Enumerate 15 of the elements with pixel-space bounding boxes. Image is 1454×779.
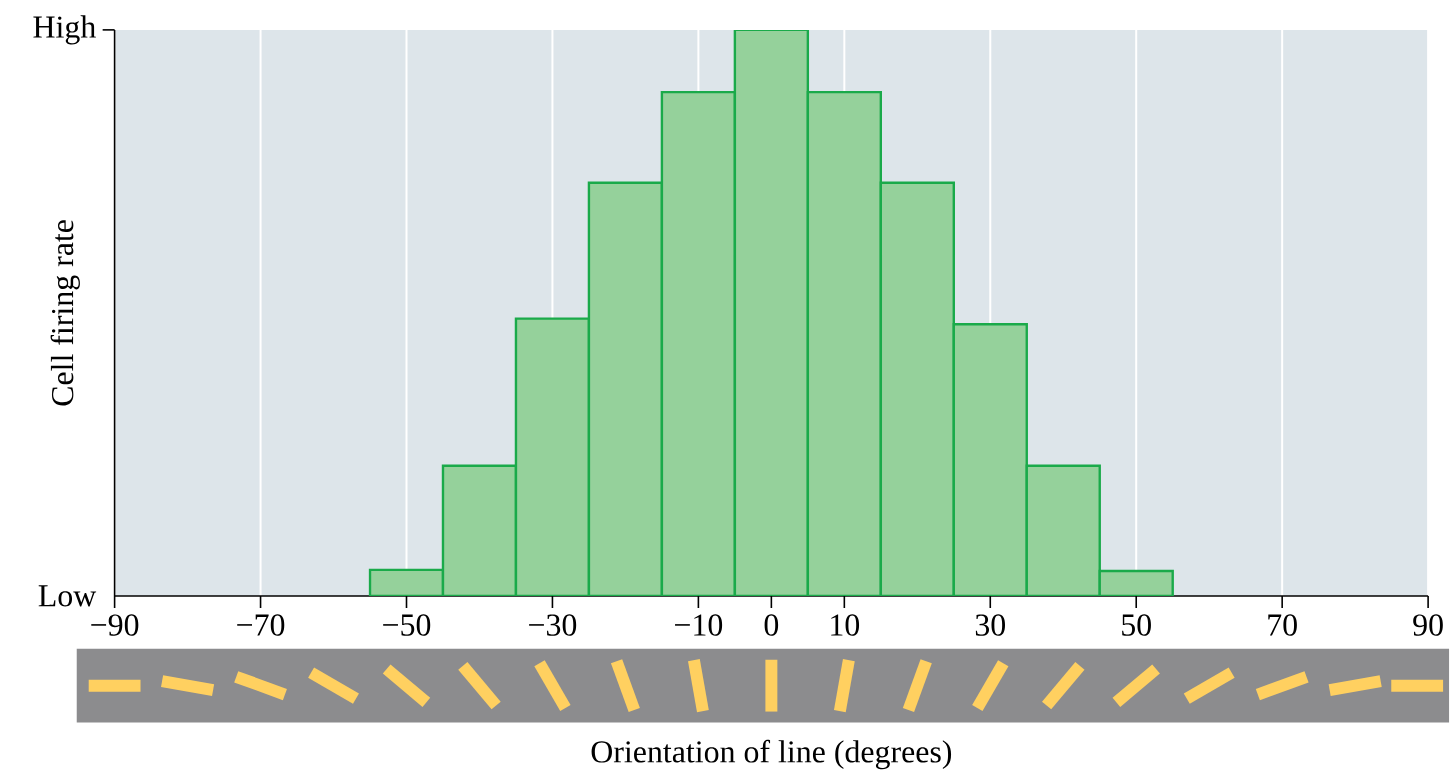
x-tick-label: −10 xyxy=(675,614,723,636)
x-tick-label: 10 xyxy=(831,614,860,636)
x-tick-label: −90 xyxy=(91,614,139,636)
x-tick-label: −70 xyxy=(237,614,285,636)
x-tick-label: −50 xyxy=(383,614,431,636)
text: High xyxy=(33,15,96,45)
x-tick-label: 0 xyxy=(764,614,779,636)
x-axis-title: Orientation of line (degrees) xyxy=(591,739,952,770)
x-tick-label: 50 xyxy=(1122,614,1151,636)
x-tick-label: −30 xyxy=(529,614,577,636)
x-tick-label: 70 xyxy=(1268,614,1297,636)
y-axis-title: Cell firing rate xyxy=(50,220,80,406)
x-tick-label: 90 xyxy=(1413,614,1443,636)
x-tick-label: 30 xyxy=(975,614,1005,636)
text: Low xyxy=(38,585,97,607)
